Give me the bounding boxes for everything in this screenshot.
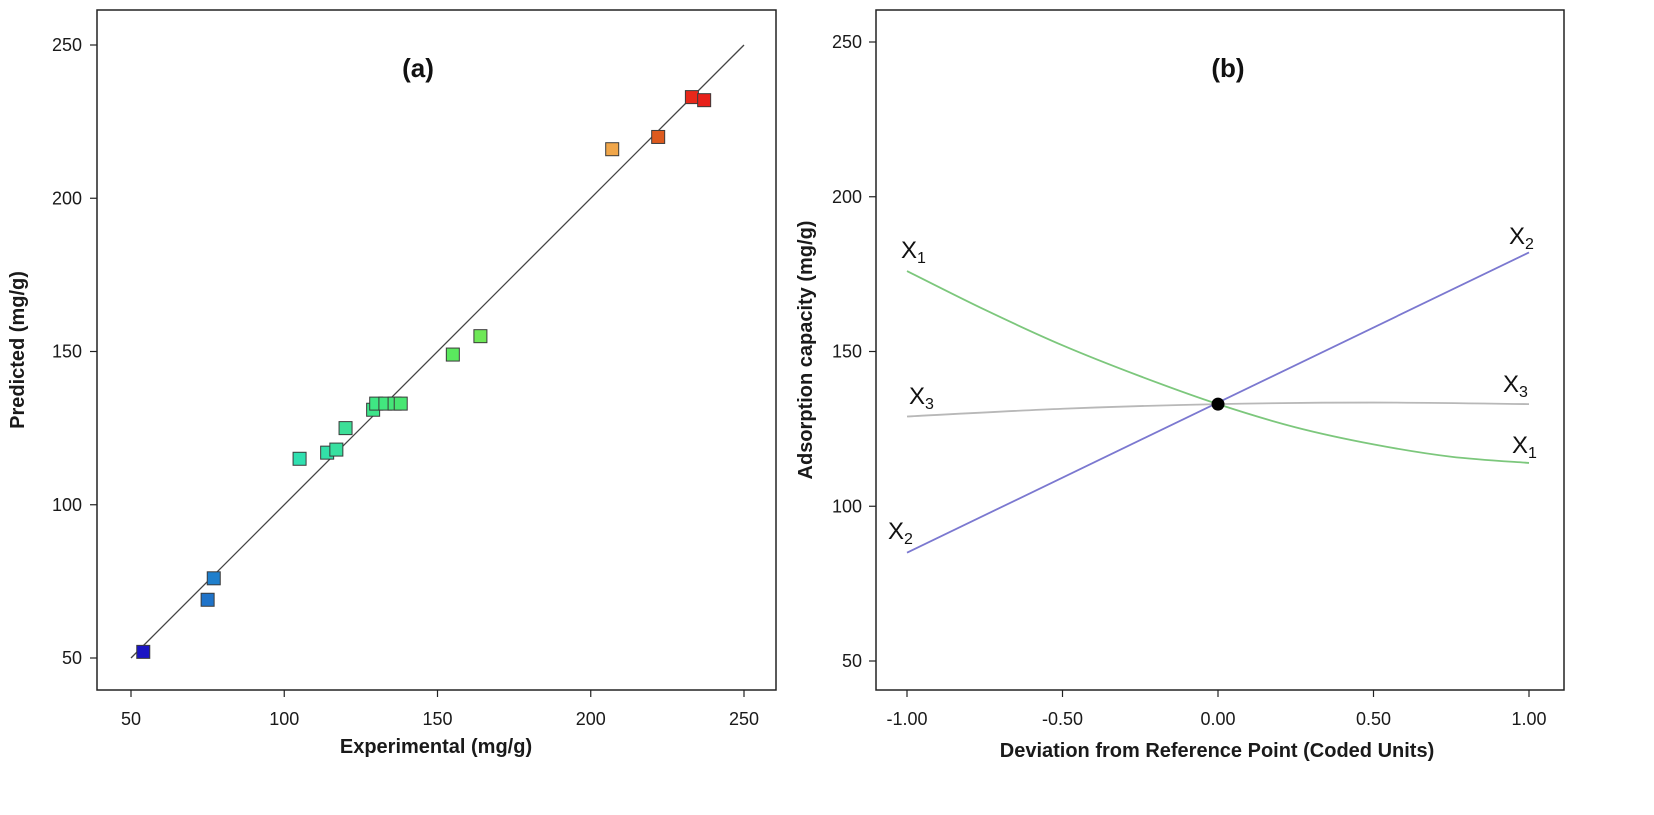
panel-a-reference-line	[130, 44, 745, 659]
panel-a-y-axis-label: Predicted (mg/g)	[7, 271, 29, 429]
x-tick-label: 50	[121, 709, 141, 729]
panel-a-points	[136, 90, 712, 659]
panel-a-frame	[96, 9, 777, 691]
data-point	[445, 347, 460, 362]
x-tick-label: -1.00	[886, 709, 927, 729]
data-point	[697, 93, 712, 108]
y-tick-label: 200	[832, 187, 862, 207]
panel-a: (a) Experimental (mg/g) Predicted (mg/g)…	[7, 9, 777, 758]
panel-b: (b) Deviation from Reference Point (Code…	[795, 9, 1565, 762]
curve-label-x3-left: X3	[909, 383, 934, 413]
data-point	[200, 592, 215, 607]
y-tick-label: 150	[832, 342, 862, 362]
y-tick-label: 50	[842, 651, 862, 671]
data-point	[136, 644, 151, 659]
data-point	[684, 90, 699, 105]
panel-b-curve-labels: X1 X1 X2 X2 X3 X3	[888, 223, 1537, 548]
panel-b-reference-point	[1211, 397, 1225, 411]
y-tick-label: 250	[52, 35, 82, 55]
panel-b-x-ticks: -1.00 -0.50 0.00 0.50 1.00	[886, 690, 1547, 729]
panel-b-title: (b)	[1211, 53, 1244, 83]
y-tick-label: 150	[52, 342, 82, 362]
x-tick-label: 0.50	[1356, 709, 1391, 729]
panel-b-frame	[875, 9, 1565, 691]
reference-point-marker	[1211, 397, 1225, 411]
panel-a-title: (a)	[402, 53, 434, 83]
reference-line	[130, 44, 745, 659]
data-point	[206, 571, 221, 586]
x-tick-label: 150	[422, 709, 452, 729]
y-tick-label: 200	[52, 188, 82, 208]
data-point	[292, 451, 307, 466]
curve-label-x1-right: X1	[1512, 432, 1537, 462]
panel-b-y-axis-label: Adsorption capacity (mg/g)	[795, 221, 817, 480]
x-tick-label: 200	[576, 709, 606, 729]
series-x1-line	[906, 270, 1530, 464]
data-point	[473, 329, 488, 344]
data-point	[393, 396, 408, 411]
panel-a-x-ticks: 50 100 150 200 250	[121, 690, 759, 729]
curve-label-x3-right: X3	[1503, 371, 1528, 401]
x-tick-label: 100	[269, 709, 299, 729]
curve-label-x2-right: X2	[1509, 223, 1534, 253]
panel-a-y-ticks: 50 100 150 200 250	[52, 35, 97, 668]
x-tick-label: 250	[729, 709, 759, 729]
y-tick-label: 100	[832, 496, 862, 516]
data-point	[605, 142, 620, 157]
curve-label-x1-left: X1	[901, 237, 926, 267]
x-tick-label: 1.00	[1511, 709, 1546, 729]
panel-b-y-ticks: 50 100 150 200 250	[832, 32, 876, 671]
panel-b-x-axis-label: Deviation from Reference Point (Coded Un…	[1000, 740, 1435, 762]
y-tick-label: 250	[832, 32, 862, 52]
panel-a-x-axis-label: Experimental (mg/g)	[340, 736, 532, 758]
data-point	[651, 129, 666, 144]
data-point	[338, 421, 353, 436]
x-tick-label: 0.00	[1200, 709, 1235, 729]
x-tick-label: -0.50	[1042, 709, 1083, 729]
y-tick-label: 50	[62, 648, 82, 668]
data-point	[329, 442, 344, 457]
curve-label-x2-left: X2	[888, 518, 913, 548]
y-tick-label: 100	[52, 495, 82, 515]
